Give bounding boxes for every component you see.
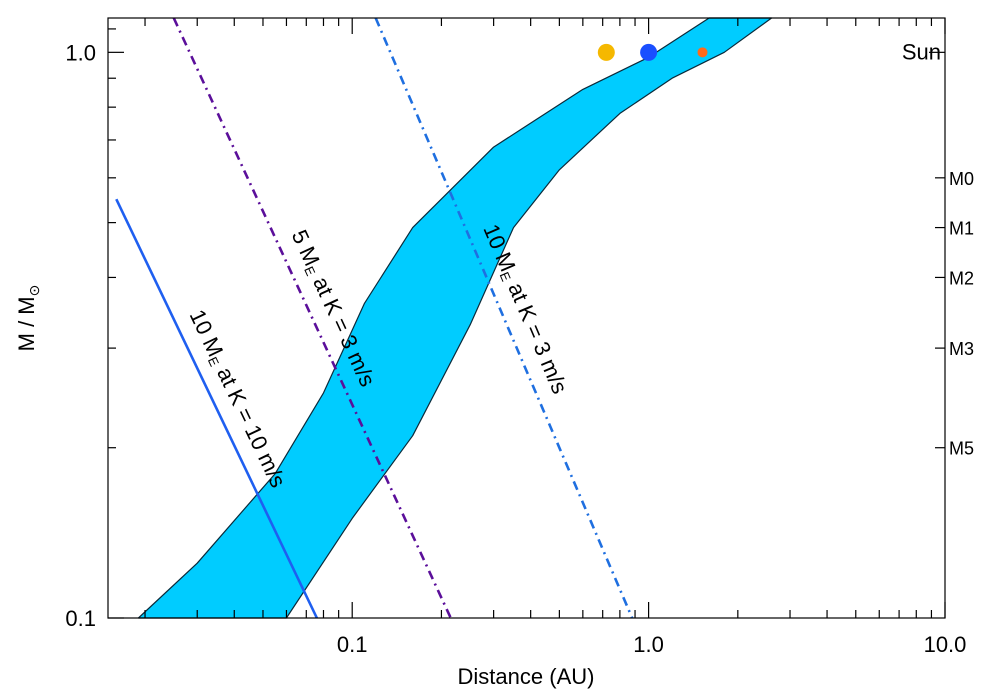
planet-point-2	[640, 43, 658, 61]
x-tick-label: 0.1	[337, 632, 368, 657]
planets-layer	[597, 43, 708, 61]
ticks-layer	[108, 18, 946, 619]
spectral-type-label: Sun	[902, 39, 941, 64]
y-axis-label-text: M / M	[14, 296, 39, 351]
spectral-type-label: M1	[949, 219, 974, 239]
planet-point-1	[597, 43, 615, 61]
series-line-3	[374, 17, 634, 619]
spectral-type-label: M5	[949, 439, 974, 459]
x-tick-label: 10.0	[924, 632, 967, 657]
x-axis-label: Distance (AU)	[458, 664, 595, 689]
y-axis-label: M / M⊙	[14, 285, 42, 352]
series-line-1	[115, 198, 319, 619]
plot-frame	[107, 17, 946, 619]
planet-point-3	[697, 47, 708, 58]
spectral-type-label: M3	[949, 339, 974, 359]
x-tick-label: 1.0	[633, 632, 664, 657]
svg-text:M / M⊙: M / M⊙	[14, 285, 42, 352]
y-axis-label-sun-symbol: ⊙	[26, 285, 42, 297]
y-tick-label: 1.0	[65, 40, 96, 65]
y-tick-label: 0.1	[65, 606, 96, 631]
series-line-2	[172, 17, 452, 619]
detection-lines-layer	[115, 17, 634, 619]
spectral-type-label: M2	[949, 268, 974, 288]
spectral-type-label: M0	[949, 169, 974, 189]
